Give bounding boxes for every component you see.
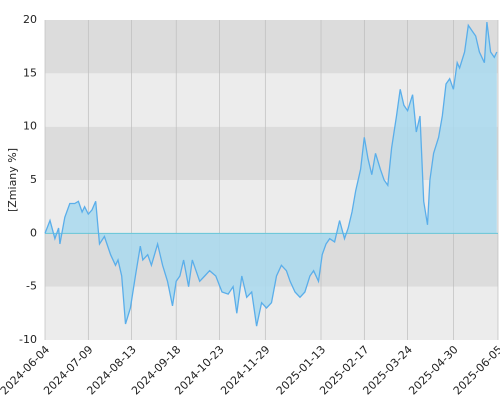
y-tick-label: 5 xyxy=(30,173,37,186)
y-axis-label: [Zmiany %] xyxy=(6,148,19,212)
background-band xyxy=(45,20,498,74)
y-tick-label: -5 xyxy=(26,280,37,293)
y-tick-label: 20 xyxy=(23,13,37,26)
background-band xyxy=(45,73,498,127)
background-band xyxy=(45,126,498,180)
y-tick-label: 10 xyxy=(23,120,37,133)
y-tick-label: 0 xyxy=(30,226,37,239)
y-tick-label: -10 xyxy=(19,333,37,346)
y-tick-label: 15 xyxy=(23,66,37,79)
x-tick-label: 2024-11-29 xyxy=(218,343,272,397)
area-fill xyxy=(45,22,497,327)
line xyxy=(44,22,498,327)
